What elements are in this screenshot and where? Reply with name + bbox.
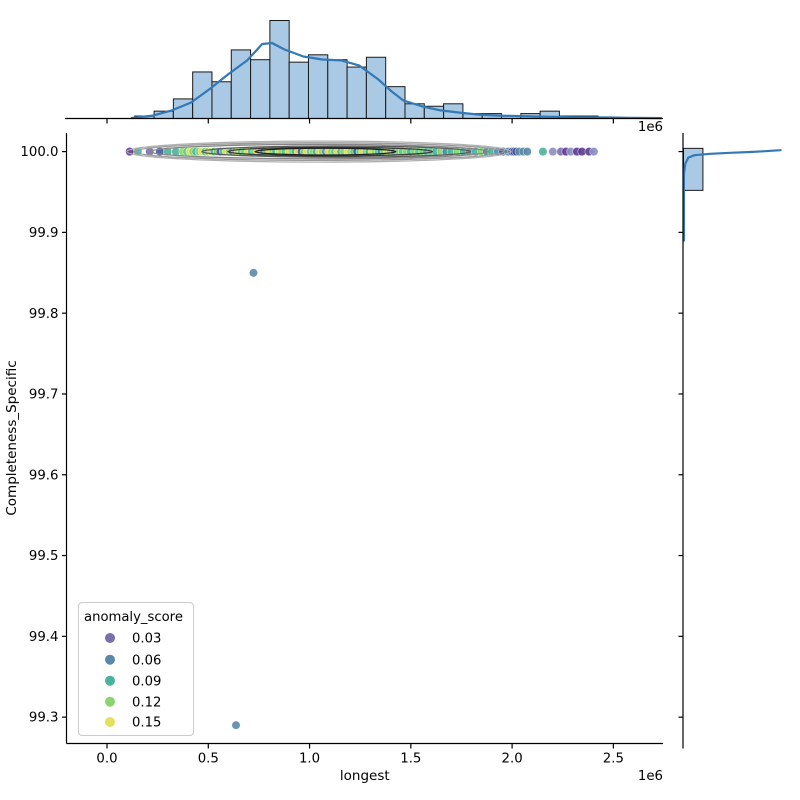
density-contour <box>133 142 505 162</box>
top-hist-bar <box>365 56 387 119</box>
x-tick-label: 1.5 <box>400 752 421 767</box>
x-tick-label: 2.0 <box>502 752 523 767</box>
top-hist-bar <box>327 59 348 119</box>
scatter-point <box>548 147 558 157</box>
top-hist-bar <box>288 61 309 119</box>
legend-swatch <box>105 696 115 707</box>
legend-entry-label: 0.15 <box>132 716 161 731</box>
right-kde-curve <box>682 149 782 242</box>
legend-entry-label: 0.06 <box>132 653 161 668</box>
y-tick-label: 100.0 <box>20 145 58 160</box>
x-tick-label: 0.5 <box>198 752 219 767</box>
y-tick-label: 99.8 <box>29 307 59 322</box>
top-hist-bar <box>385 86 406 120</box>
anomaly-score-legend: anomaly_score 0.03 0.06 0.09 0.12 0.15 <box>78 602 194 736</box>
scatter-point <box>538 147 548 157</box>
top-kde-curve <box>130 41 663 120</box>
x-axis-offset-label: 1e6 <box>638 769 663 784</box>
legend-entry-label: 0.03 <box>132 632 161 647</box>
y-tick-label: 99.5 <box>29 549 59 564</box>
legend-swatch <box>105 675 115 686</box>
outlier-point <box>231 720 241 730</box>
x-tick-label: 0.0 <box>96 752 117 767</box>
legend-title: anomaly_score <box>84 610 183 625</box>
main-scatter-plot: 100.0 99.9 99.8 99.7 99.6 99.5 99.4 99.3 0.0 0.5 1… <box>20 133 663 767</box>
y-tick-label: 99.9 <box>29 226 59 241</box>
y-axis-label: Completeness_Specific <box>4 360 20 515</box>
x-tick-label: 2.5 <box>603 752 624 767</box>
top-hist-bar <box>346 66 367 120</box>
y-tick-label: 99.3 <box>29 711 59 726</box>
density-contour <box>254 147 397 156</box>
density-contour <box>126 140 512 163</box>
right-marginal-histogram <box>678 133 782 749</box>
density-contour <box>149 143 489 160</box>
x-tick-label: 1.0 <box>299 752 320 767</box>
y-tick-label: 99.7 <box>29 388 59 403</box>
top-hist-bar <box>250 59 271 119</box>
legend-entry-label: 0.09 <box>132 674 161 689</box>
top-marginal-histogram <box>65 20 663 124</box>
outlier-point <box>248 268 259 278</box>
top-hist-bar <box>307 54 329 119</box>
top-hist-bar <box>269 20 290 119</box>
top-axis-offset-label: 1e6 <box>638 120 663 135</box>
legend-entry-label: 0.12 <box>132 695 161 710</box>
x-axis-label: longest <box>340 768 390 784</box>
y-tick-label: 99.4 <box>29 630 59 645</box>
density-contour <box>201 145 472 158</box>
scatter-point <box>589 147 599 157</box>
legend-swatch <box>105 633 115 643</box>
top-hist-bar <box>211 81 232 119</box>
density-contour <box>227 146 434 157</box>
y-tick-label: 99.6 <box>29 468 59 483</box>
scatter-point <box>522 147 532 157</box>
legend-swatch <box>105 654 115 665</box>
legend-swatch <box>105 717 115 727</box>
